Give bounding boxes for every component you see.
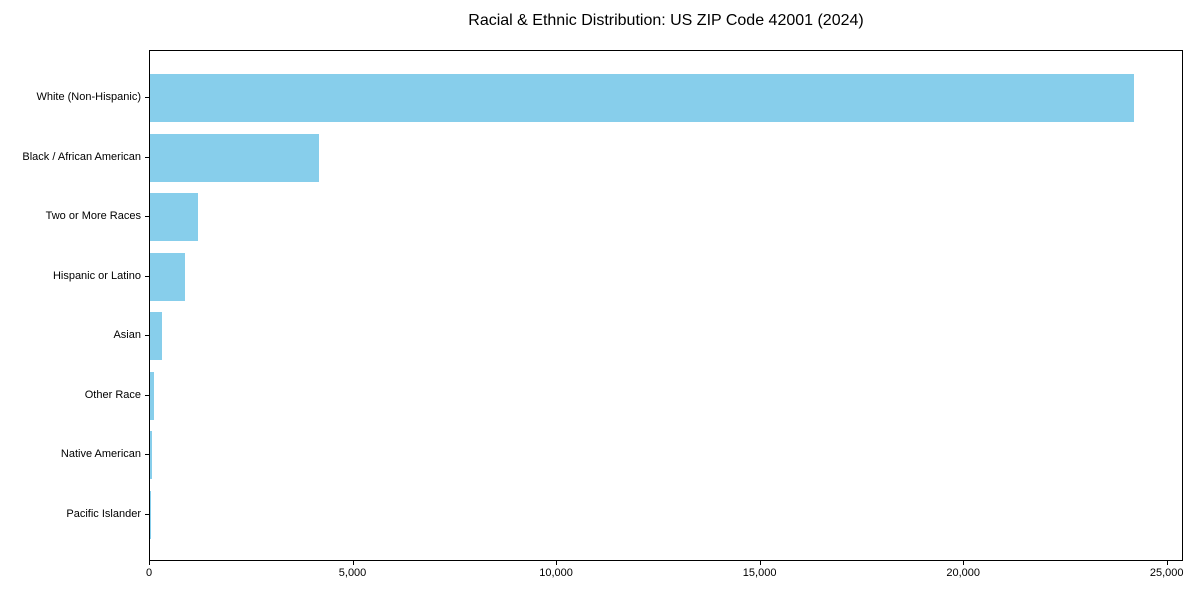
x-tick-label-0: 0 — [145, 567, 153, 579]
x-tick-label-25000: 25,000 — [1149, 567, 1184, 579]
y-tick-label-white-non-hispanic: White (Non-Hispanic) — [36, 91, 141, 103]
y-tick-label-black-african-american: Black / African American — [22, 150, 141, 163]
bar-two-or-more-races — [150, 193, 198, 242]
x-tick-label-15000: 15,000 — [742, 567, 777, 579]
y-tick-label-other-race: Other Race — [84, 388, 141, 401]
x-tick-label-10000: 10,000 — [539, 567, 573, 579]
x-tick-mark — [352, 561, 354, 565]
y-tick-mark — [145, 335, 149, 337]
x-tick-label-20000: 20,000 — [946, 567, 980, 579]
x-tick-mark — [963, 561, 965, 565]
y-tick-label-pacific-islander: Pacific Islander — [66, 507, 141, 520]
y-tick-label-asian: Asian — [113, 329, 141, 342]
bar-pacific-islander — [150, 490, 151, 539]
y-tick-mark — [145, 275, 149, 277]
y-tick-mark — [145, 394, 149, 396]
plot-area — [149, 50, 1183, 561]
y-tick-mark — [145, 454, 149, 456]
y-tick-mark — [145, 513, 149, 515]
bar-other-race — [150, 371, 155, 420]
y-tick-mark — [145, 97, 149, 98]
x-tick-mark — [556, 561, 558, 565]
x-tick-label-5000: 5,000 — [338, 567, 367, 579]
y-tick-mark — [145, 156, 149, 158]
x-tick-mark — [759, 561, 761, 565]
y-tick-label-hispanic-or-latino: Hispanic or Latino — [52, 269, 141, 282]
bar-asian — [150, 312, 162, 361]
y-tick-mark — [145, 216, 149, 218]
y-tick-label-two-or-more-races: Two or More Races — [45, 210, 141, 223]
bar-hispanic-or-latino — [150, 252, 186, 301]
x-tick-mark — [1166, 561, 1168, 565]
x-tick-mark — [149, 561, 150, 565]
y-tick-label-native-american: Native American — [60, 448, 141, 461]
bar-black-african-american — [150, 133, 319, 182]
chart-title: Racial & Ethnic Distribution: US ZIP Cod… — [468, 12, 864, 29]
bar-white-non-hispanic — [150, 74, 1134, 122]
bar-native-american — [150, 431, 153, 480]
